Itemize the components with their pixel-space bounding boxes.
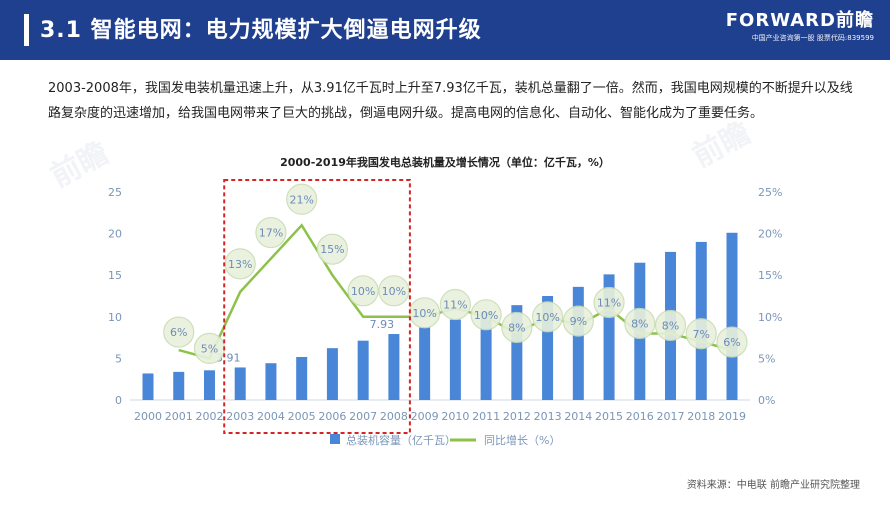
y-left-tick-label: 15 bbox=[108, 269, 122, 282]
bar bbox=[203, 370, 215, 400]
brand-logo: FORWARD前瞻 中国产业咨询第一股 股票代码:839599 bbox=[714, 10, 874, 44]
growth-data-label: 7% bbox=[693, 328, 710, 341]
bar bbox=[173, 371, 185, 400]
growth-data-label: 13% bbox=[228, 258, 252, 271]
x-tick-label: 2008 bbox=[380, 410, 408, 423]
bar bbox=[265, 363, 277, 400]
bar bbox=[511, 305, 523, 400]
growth-bubble bbox=[501, 311, 533, 344]
page-title: 3.1 智能电网：电力规模扩大倒逼电网升级 bbox=[40, 18, 482, 43]
bar bbox=[726, 232, 738, 400]
growth-bubble bbox=[347, 275, 379, 307]
x-tick-label: 2004 bbox=[257, 410, 285, 423]
y-left-tick-label: 20 bbox=[108, 228, 122, 241]
growth-data-label: 10% bbox=[382, 285, 406, 298]
brand-name: FORWARD前瞻 bbox=[725, 10, 874, 31]
x-tick-label: 2014 bbox=[564, 410, 592, 423]
x-tick-label: 2017 bbox=[657, 410, 685, 423]
bar bbox=[357, 340, 369, 400]
growth-data-label: 10% bbox=[474, 309, 498, 322]
bar bbox=[572, 286, 584, 400]
growth-bubble bbox=[255, 216, 287, 249]
bar bbox=[388, 334, 400, 400]
y-right-tick-label: 10% bbox=[758, 311, 782, 324]
x-tick-label: 2011 bbox=[472, 410, 500, 423]
growth-data-label: 10% bbox=[412, 307, 436, 320]
growth-bubble bbox=[286, 183, 318, 215]
x-tick-label: 2012 bbox=[503, 410, 531, 423]
growth-bubble bbox=[624, 307, 656, 340]
bar bbox=[326, 348, 338, 400]
growth-bubble bbox=[316, 233, 349, 265]
y-left-tick-label: 5 bbox=[115, 352, 122, 365]
growth-bubble bbox=[531, 301, 564, 333]
legend-label-bars: 总装机容量（亿千瓦） bbox=[346, 433, 456, 447]
x-tick-label: 2010 bbox=[441, 410, 469, 423]
x-tick-label: 2019 bbox=[718, 410, 746, 423]
x-tick-label: 2002 bbox=[195, 410, 223, 423]
legend-swatch-bars bbox=[330, 434, 340, 444]
y-right-tick-label: 25% bbox=[758, 186, 782, 199]
growth-bubble bbox=[470, 299, 502, 331]
growth-bubble bbox=[593, 286, 625, 319]
bar bbox=[234, 367, 246, 400]
bar bbox=[419, 327, 431, 400]
growth-bubble bbox=[562, 305, 594, 337]
growth-bubble bbox=[685, 318, 717, 350]
y-right-tick-label: 5% bbox=[758, 352, 775, 365]
brand-tagline: 中国产业咨询第一股 股票代码:839599 bbox=[751, 34, 874, 42]
growth-data-label: 6% bbox=[170, 326, 187, 339]
highlight-box bbox=[223, 179, 411, 434]
growth-data-label: 11% bbox=[597, 296, 621, 309]
x-tick-label: 2013 bbox=[534, 410, 562, 423]
bar bbox=[542, 296, 554, 400]
x-tick-label: 2015 bbox=[595, 410, 623, 423]
growth-data-label: 11% bbox=[443, 298, 467, 311]
x-tick-label: 2005 bbox=[288, 410, 316, 423]
growth-data-label: 21% bbox=[289, 193, 313, 206]
x-tick-label: 2006 bbox=[318, 410, 346, 423]
x-tick-label: 2000 bbox=[134, 410, 162, 423]
x-tick-label: 2018 bbox=[687, 410, 715, 423]
x-tick-label: 2009 bbox=[411, 410, 439, 423]
x-tick-label: 2003 bbox=[226, 410, 254, 423]
y-right-tick-label: 15% bbox=[758, 269, 782, 282]
bar bbox=[142, 373, 154, 400]
growth-bubble bbox=[716, 326, 748, 358]
y-right-tick-label: 0% bbox=[758, 394, 775, 407]
growth-bubble bbox=[654, 309, 687, 342]
growth-data-label: 8% bbox=[631, 317, 648, 330]
legend-label-line: 同比增长（%） bbox=[484, 433, 560, 447]
bar bbox=[603, 274, 615, 400]
growth-data-label: 10% bbox=[351, 285, 375, 298]
bar bbox=[480, 311, 492, 400]
x-tick-label: 2016 bbox=[626, 410, 654, 423]
y-left-tick-label: 10 bbox=[108, 311, 122, 324]
y-left-tick-label: 0 bbox=[115, 394, 122, 407]
growth-bubble bbox=[439, 288, 471, 321]
growth-data-label: 6% bbox=[723, 336, 740, 349]
y-right-tick-label: 20% bbox=[758, 228, 782, 241]
chart-area: 0 5 10 15 20 25 0% 5% 10% 15% 20% 25% 2000 2001 2002 20… bbox=[0, 140, 890, 460]
x-tick-label: 2007 bbox=[349, 410, 377, 423]
growth-data-label: 10% bbox=[535, 311, 559, 324]
y-left-tick-label: 25 bbox=[108, 186, 122, 199]
growth-data-label: 17% bbox=[259, 227, 283, 240]
intro-paragraph: 2003-2008年，我国发电装机量迅速上升，从3.91亿千瓦时上升至7.93亿… bbox=[48, 81, 853, 121]
bar-value-label: 7.93 bbox=[370, 318, 395, 331]
bar bbox=[296, 356, 308, 400]
x-tick-label: 2001 bbox=[165, 410, 193, 423]
growth-data-label: 8% bbox=[662, 319, 679, 332]
chart-title: 2000-2019年我国发电总装机量及增长情况（单位：亿千瓦，%） bbox=[280, 156, 610, 169]
growth-data-label: 15% bbox=[320, 243, 344, 256]
bar bbox=[449, 319, 461, 400]
header-accent bbox=[24, 14, 29, 46]
header-bar: 3.1 智能电网：电力规模扩大倒逼电网升级 FORWARD前瞻 中国产业咨询第一… bbox=[0, 0, 890, 60]
growth-data-label: 8% bbox=[508, 321, 525, 334]
source-note: 资料来源：中电联 前瞻产业研究院整理 bbox=[686, 480, 860, 491]
growth-data-label: 9% bbox=[570, 315, 587, 328]
growth-bubble bbox=[163, 316, 195, 348]
growth-data-label: 5% bbox=[201, 342, 218, 355]
